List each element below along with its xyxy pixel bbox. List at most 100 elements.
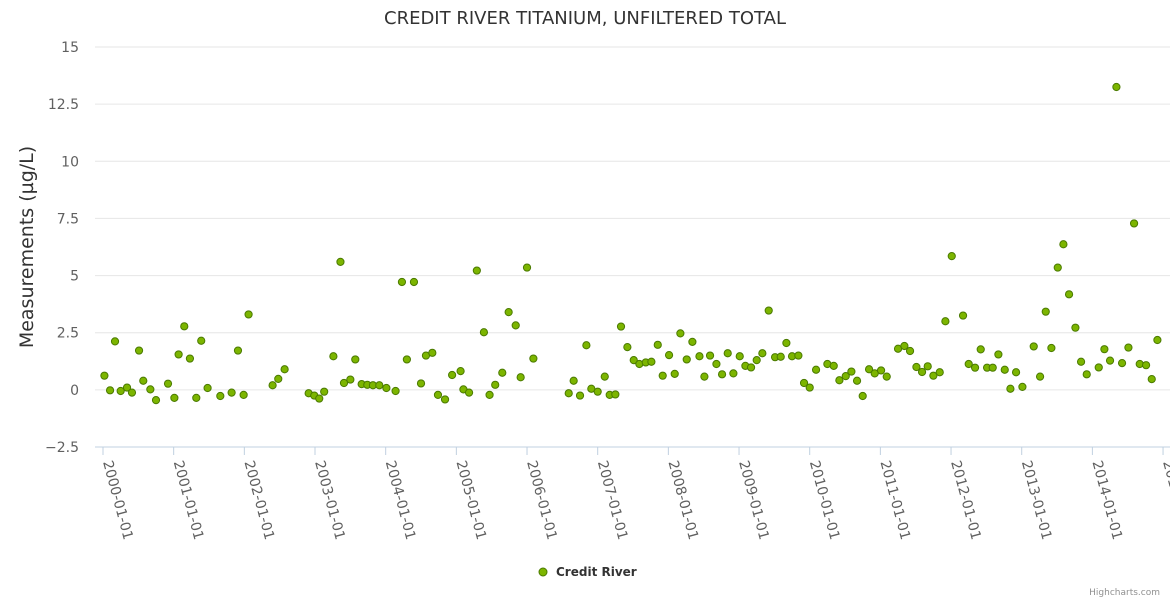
data-point[interactable] [440, 395, 450, 404]
data-point[interactable] [346, 375, 355, 384]
data-point[interactable] [1041, 307, 1050, 316]
data-point[interactable] [852, 376, 862, 385]
data-point[interactable] [569, 376, 578, 385]
data-point[interactable] [1124, 343, 1133, 352]
data-point[interactable] [110, 337, 120, 346]
data-point[interactable] [192, 393, 201, 402]
data-point[interactable] [776, 352, 785, 361]
data-point[interactable] [105, 386, 115, 395]
data-point[interactable] [882, 372, 891, 381]
data-point[interactable] [504, 308, 513, 317]
data-point[interactable] [794, 351, 803, 360]
data-point[interactable] [1029, 342, 1038, 351]
data-point[interactable] [185, 354, 195, 363]
data-point[interactable] [717, 370, 727, 379]
data-point[interactable] [170, 393, 179, 402]
data-point[interactable] [623, 343, 632, 352]
data-point[interactable] [511, 321, 520, 330]
data-point[interactable] [1112, 82, 1121, 92]
data-point[interactable] [315, 394, 324, 403]
data-point[interactable] [180, 322, 189, 331]
data-point[interactable] [764, 306, 773, 315]
data-point[interactable] [351, 355, 360, 364]
data-point[interactable] [336, 257, 345, 266]
data-point[interactable] [320, 387, 329, 396]
data-point[interactable] [233, 346, 243, 355]
data-point[interactable] [391, 386, 400, 396]
data-point[interactable] [811, 365, 821, 374]
data-point[interactable] [700, 372, 709, 381]
data-point[interactable] [582, 341, 591, 350]
data-point[interactable] [116, 386, 125, 396]
data-point[interactable] [1129, 219, 1139, 228]
data-point[interactable] [988, 363, 997, 372]
data-point[interactable] [448, 370, 457, 380]
data-point[interactable] [1006, 384, 1015, 393]
data-point[interactable] [629, 356, 638, 365]
data-point[interactable] [611, 390, 620, 399]
data-point[interactable] [428, 348, 437, 357]
data-point[interactable] [664, 351, 674, 360]
data-point[interactable] [485, 390, 494, 399]
data-point[interactable] [929, 371, 938, 380]
data-point[interactable] [864, 365, 874, 374]
data-point[interactable] [958, 311, 968, 320]
data-point[interactable] [134, 346, 144, 355]
data-point[interactable] [479, 328, 489, 337]
data-point[interactable] [600, 372, 609, 381]
data-point[interactable] [397, 277, 407, 287]
data-point[interactable] [670, 369, 679, 378]
data-point[interactable] [1011, 368, 1021, 377]
data-point[interactable] [151, 396, 161, 405]
data-point[interactable] [174, 350, 183, 359]
data-point[interactable] [491, 380, 500, 389]
data-point[interactable] [227, 388, 236, 397]
data-point[interactable] [139, 376, 148, 385]
data-point[interactable] [197, 336, 206, 345]
data-point[interactable] [695, 352, 704, 361]
data-point[interactable] [947, 252, 956, 261]
data-point[interactable] [858, 391, 867, 401]
data-point[interactable] [274, 374, 283, 383]
data-point[interactable] [529, 354, 538, 363]
data-point[interactable] [782, 338, 791, 348]
data-point[interactable] [917, 367, 927, 377]
data-point[interactable] [758, 349, 767, 358]
data-point[interactable] [339, 378, 349, 388]
data-point[interactable] [216, 391, 225, 401]
data-point[interactable] [847, 367, 856, 376]
data-point[interactable] [244, 310, 253, 319]
data-point[interactable] [805, 383, 814, 392]
data-point[interactable] [900, 341, 909, 351]
data-point[interactable] [829, 361, 838, 370]
data-point[interactable] [653, 340, 662, 349]
data-point[interactable] [163, 379, 173, 388]
data-point[interactable] [1047, 343, 1056, 353]
data-point[interactable] [280, 365, 289, 374]
data-point[interactable] [100, 371, 109, 380]
data-point[interactable] [146, 385, 155, 394]
data-point[interactable] [841, 372, 850, 381]
data-point[interactable] [498, 368, 507, 377]
data-point[interactable] [676, 329, 685, 338]
data-point[interactable] [970, 363, 980, 372]
data-point[interactable] [723, 349, 732, 358]
data-point[interactable] [835, 376, 844, 385]
data-point[interactable] [472, 266, 481, 275]
data-point[interactable] [416, 379, 426, 388]
data-point[interactable] [616, 322, 626, 331]
data-point[interactable] [1053, 263, 1062, 272]
data-point[interactable] [522, 263, 532, 272]
data-point[interactable] [976, 345, 985, 354]
data-point[interactable] [705, 351, 715, 360]
data-point[interactable] [375, 381, 384, 390]
data-point[interactable] [1071, 323, 1080, 332]
data-point[interactable] [1117, 359, 1127, 368]
data-point[interactable] [658, 371, 667, 380]
data-point[interactable] [1141, 361, 1151, 370]
data-point[interactable] [941, 317, 950, 326]
data-point[interactable] [876, 366, 886, 375]
data-point[interactable] [994, 350, 1003, 359]
data-point[interactable] [1076, 357, 1086, 366]
data-point[interactable] [1105, 356, 1115, 365]
